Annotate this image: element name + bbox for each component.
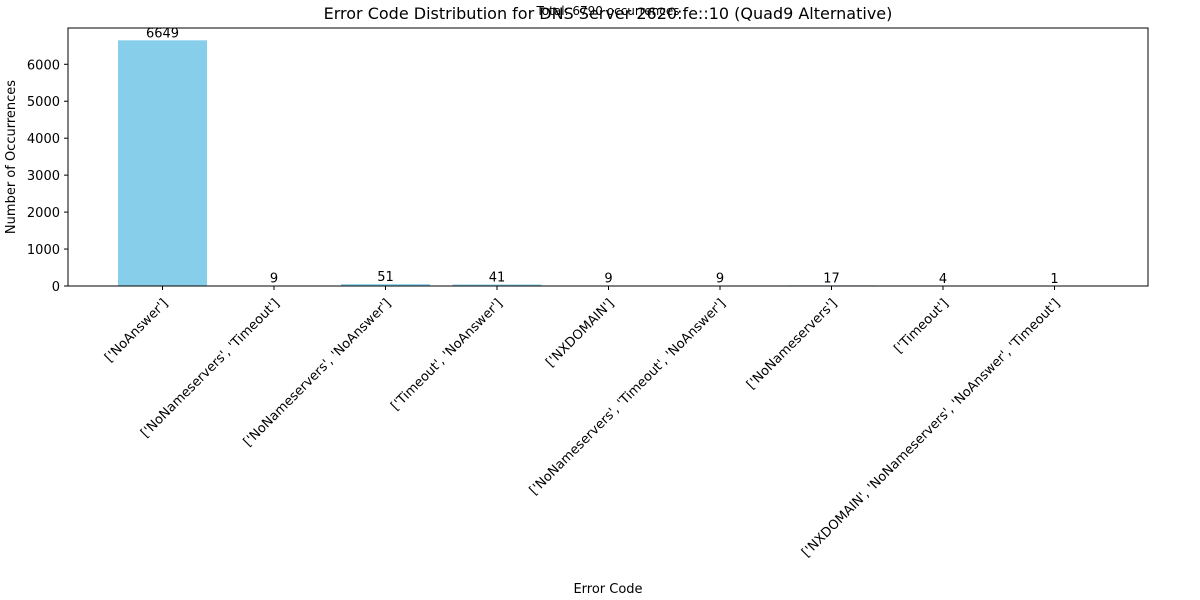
bar-value-label: 1: [1050, 272, 1058, 287]
y-tick-label: 3000: [27, 169, 60, 184]
bar-value-label: 9: [716, 272, 724, 287]
x-tick-label: ['NoNameservers', 'Timeout', 'NoAnswer']: [527, 296, 729, 498]
y-tick-label: 2000: [27, 206, 60, 221]
y-axis-label: Number of Occurrences: [4, 80, 19, 234]
bar-value-label: 9: [270, 272, 278, 287]
bar-3: [341, 284, 430, 286]
y-tick-label: 4000: [27, 132, 60, 147]
y-tick-label: 0: [52, 280, 60, 295]
bar-value-label: 6649: [146, 26, 179, 41]
x-tick-label: ['Timeout', 'NoAnswer']: [388, 296, 506, 414]
plot-frame: [67, 27, 1149, 287]
bar-value-label: 9: [604, 272, 612, 287]
x-tick-label: ['NoNameservers']: [744, 296, 840, 392]
x-tick-label: ['NoAnswer']: [102, 296, 171, 365]
bar-4: [452, 284, 542, 286]
y-tick-label: 1000: [27, 243, 60, 258]
y-tick-label: 6000: [27, 58, 60, 73]
bar-value-label: 41: [489, 270, 506, 285]
x-axis-label: Error Code: [573, 582, 642, 597]
total-annotation: Total: 6790 occurrences: [536, 4, 680, 18]
bar-value-label: 51: [377, 270, 394, 285]
x-tick-label: ['NXDOMAIN']: [543, 296, 617, 370]
bar-1: [118, 40, 207, 286]
x-tick-label: ['NXDOMAIN', 'NoNameservers', 'NoAnswer'…: [799, 296, 1063, 560]
chart-title: Error Code Distribution for DNS Server 2…: [324, 4, 893, 23]
bars-group: [118, 40, 1099, 286]
bar-value-label: 17: [823, 271, 840, 286]
y-tick-label: 5000: [27, 95, 60, 110]
x-axis: ['NoAnswer']['NoNameservers', 'Timeout']…: [102, 286, 1063, 560]
x-tick-label: ['Timeout']: [891, 296, 951, 356]
y-axis: 0 1000 2000 3000 4000 5000 6000: [27, 58, 68, 295]
bar-value-label: 4: [939, 272, 947, 287]
